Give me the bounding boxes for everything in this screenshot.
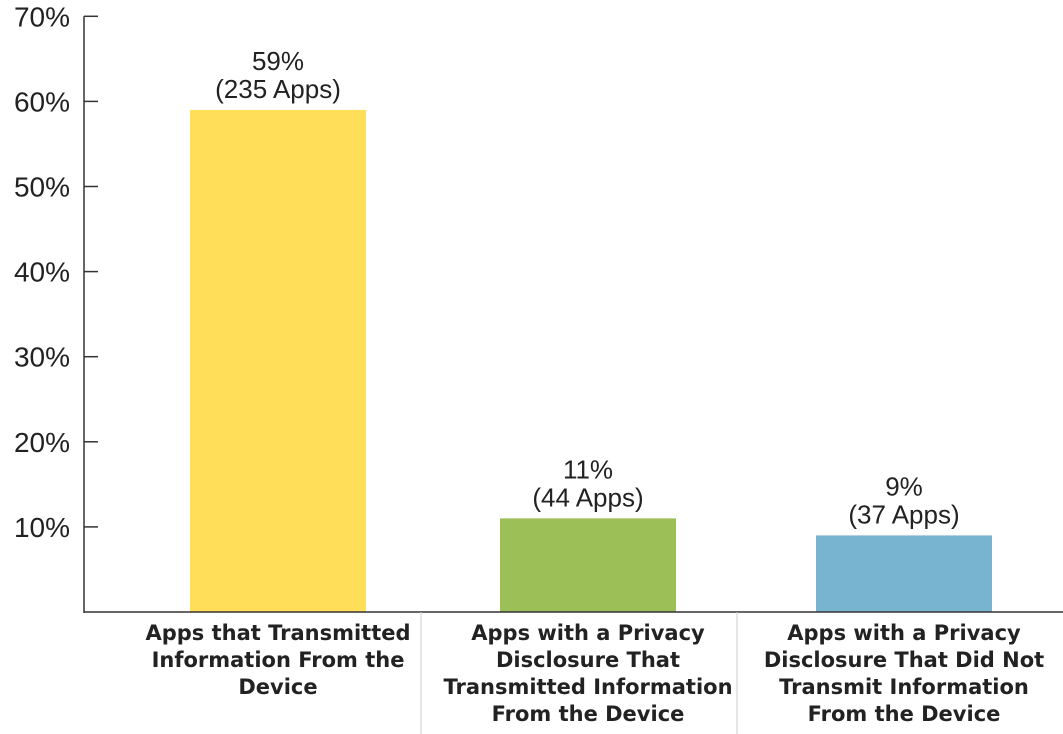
data-label: 9% [885,471,923,501]
category-label: Apps with a Privacy [471,621,705,645]
data-label: 11% [563,454,613,484]
category-label: From the Device [492,702,685,726]
axes-group [83,15,1063,734]
category-label: Disclosure That Did Not [764,648,1044,672]
bar-1 [190,109,366,612]
category-label: Disclosure That [496,648,680,672]
data-label: (235 Apps) [215,74,341,104]
y-tick-label: 30% [14,342,70,373]
category-label: Apps that Transmitted [145,621,410,645]
category-label: Transmit Information [779,675,1029,699]
y-tick-label: 60% [14,86,70,117]
bar-3 [816,535,992,612]
y-tick-label: 50% [14,172,70,203]
y-tick-label: 70% [14,1,70,32]
data-label: (37 Apps) [848,499,959,529]
y-tick-label: 10% [14,512,70,543]
labels-group: 10% 20% 30% 40% 50% 60% 70% 59%(235 Apps) 11%(44… [14,1,1044,726]
category-label: Apps with a Privacy [787,621,1021,645]
bars-group [190,109,992,612]
data-label: (44 Apps) [532,482,643,512]
y-tick-label: 20% [14,427,70,458]
category-label: Device [238,675,317,699]
data-label: 59% [252,46,304,76]
category-label: From the Device [808,702,1001,726]
category-label: Information From the [152,648,405,672]
bar-2 [500,518,676,612]
y-tick-label: 40% [14,257,70,288]
category-label: Transmitted Information [443,675,732,699]
